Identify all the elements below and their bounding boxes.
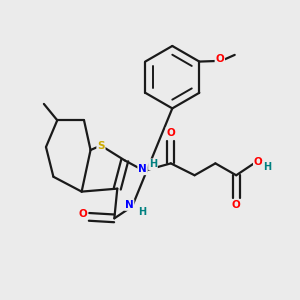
Text: H: H: [149, 159, 157, 169]
Text: N: N: [125, 200, 134, 210]
Text: O: O: [215, 54, 224, 64]
Text: O: O: [167, 128, 175, 138]
Text: N: N: [138, 164, 147, 174]
Text: S: S: [97, 140, 105, 151]
Text: H: H: [263, 162, 271, 172]
Text: H: H: [138, 207, 146, 217]
Text: O: O: [232, 200, 241, 210]
Text: O: O: [254, 157, 262, 167]
Text: O: O: [78, 209, 87, 219]
